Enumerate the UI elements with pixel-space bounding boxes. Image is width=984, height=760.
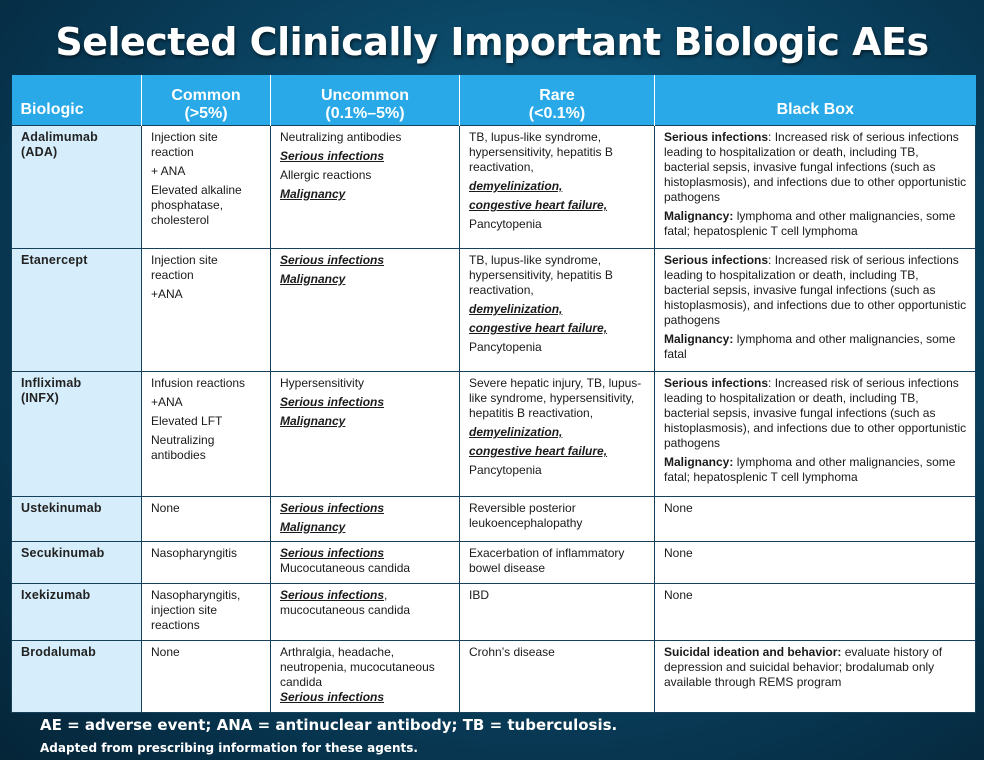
uncommon-cell: Serious infections Mucocutaneous candida [270, 541, 460, 584]
uncommon-cell: Arthralgia, headache, neutropenia, mucoc… [270, 640, 460, 713]
header-black-box: Black Box [654, 75, 976, 126]
rare-cell: IBD [459, 583, 655, 641]
black-box-cell: Suicidal ideation and behavior: evaluate… [654, 640, 976, 713]
black-box-cell: Serious infections: Increased risk of se… [654, 125, 976, 249]
table-row: Ixekizumab Nasopharyngitis, injection si… [11, 583, 976, 641]
common-cell: None [141, 496, 271, 542]
biologic-name-cell: Brodalumab [11, 640, 142, 713]
rare-cell: Reversible posterior leukoencephalopathy [459, 496, 655, 542]
rare-cell: TB, lupus-like syndrome, hypersensitivit… [459, 125, 655, 249]
uncommon-cell: Serious infections, mucocutaneous candid… [270, 583, 460, 641]
biologic-name-cell: Etanercept [11, 248, 142, 372]
biologic-name-cell: Infliximab (INFX) [11, 371, 142, 497]
common-cell: Injection site reaction + ANA Elevated alk… [141, 125, 271, 249]
abbreviation-footnote: AE = adverse event; ANA = antinuclear an… [40, 716, 618, 734]
table-row: Ustekinumab None Serious infections Malig… [11, 496, 976, 542]
page-title: Selected Clinically Important Biologic A… [55, 20, 929, 64]
table-row: Infliximab (INFX) Infusion reactions +ANA E… [11, 371, 976, 497]
table-row: Adalimumab (ADA) Injection site reaction +… [11, 125, 976, 249]
uncommon-cell: Serious infections Malignancy [270, 496, 460, 542]
common-cell: Nasopharyngitis, injection site reaction… [141, 583, 271, 641]
table-row: Brodalumab None Arthralgia, headache, ne… [11, 640, 976, 713]
header-uncommon: Uncommon (0.1%–5%) [270, 75, 460, 126]
table-header-row: Biologic Common (>5%) Uncommon (0.1%–5%) R… [11, 75, 976, 126]
black-box-cell: Serious infections: Increased risk of se… [654, 371, 976, 497]
black-box-cell: None [654, 541, 976, 584]
header-common: Common (>5%) [141, 75, 271, 126]
rare-cell: Exacerbation of inflammatory bowel disea… [459, 541, 655, 584]
table-row: Secukinumab Nasopharyngitis Serious infe… [11, 541, 976, 584]
biologic-name-cell: Ixekizumab [11, 583, 142, 641]
table-row: Etanercept Injection site reaction +ANA S… [11, 248, 976, 372]
uncommon-cell: Hypersensitivity Serious infections Malign… [270, 371, 460, 497]
header-biologic: Biologic [11, 75, 142, 126]
black-box-cell: None [654, 496, 976, 542]
header-rare: Rare (<0.1%) [459, 75, 655, 126]
source-note: Adapted from prescribing information for… [40, 741, 418, 755]
rare-cell: TB, lupus-like syndrome, hypersensitivit… [459, 248, 655, 372]
uncommon-cell: Neutralizing antibodies Serious infection… [270, 125, 460, 249]
uncommon-cell: Serious infections Malignancy [270, 248, 460, 372]
biologic-name-cell: Adalimumab (ADA) [11, 125, 142, 249]
rare-cell: Crohn’s disease [459, 640, 655, 713]
common-cell: Infusion reactions +ANA Elevated LFT Neutra… [141, 371, 271, 497]
biologic-ae-table: Biologic Common (>5%) Uncommon (0.1%–5%) R… [11, 75, 976, 713]
black-box-cell: Serious infections: Increased risk of se… [654, 248, 976, 372]
rare-cell: Severe hepatic injury, TB, lupus-like sy… [459, 371, 655, 497]
common-cell: Nasopharyngitis [141, 541, 271, 584]
black-box-cell: None [654, 583, 976, 641]
common-cell: None [141, 640, 271, 713]
biologic-name-cell: Ustekinumab [11, 496, 142, 542]
biologic-name-cell: Secukinumab [11, 541, 142, 584]
common-cell: Injection site reaction +ANA [141, 248, 271, 372]
